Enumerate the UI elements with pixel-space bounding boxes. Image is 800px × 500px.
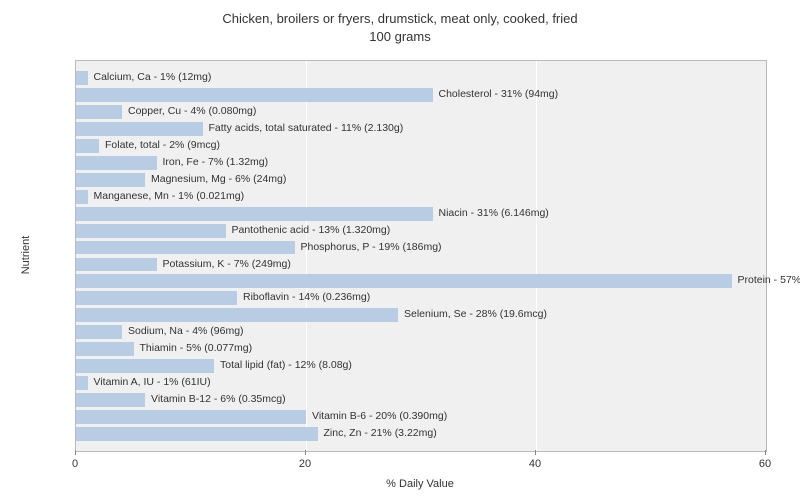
nutrient-bar-label: Folate, total - 2% (9mcg)	[101, 139, 220, 153]
nutrient-bar	[76, 224, 226, 238]
nutrient-bar-label: Manganese, Mn - 1% (0.021mg)	[90, 190, 245, 204]
nutrient-bar-label: Cholesterol - 31% (94mg)	[435, 88, 559, 102]
nutrient-bar-label: Calcium, Ca - 1% (12mg)	[90, 71, 212, 85]
x-tick-label: 60	[759, 458, 771, 470]
nutrient-bar-label: Copper, Cu - 4% (0.080mg)	[124, 105, 256, 119]
nutrient-bar	[76, 427, 318, 441]
x-tick-label: 40	[529, 458, 541, 470]
nutrient-bar	[76, 241, 295, 255]
nutrient-bar	[76, 156, 157, 170]
x-axis-label: % Daily Value	[386, 478, 454, 490]
nutrient-bar	[76, 342, 134, 356]
nutrient-bar	[76, 190, 88, 204]
nutrient-bar	[76, 376, 88, 390]
nutrient-bar-label: Potassium, K - 7% (249mg)	[159, 258, 291, 272]
x-tick-label: 0	[72, 458, 78, 470]
nutrient-bar	[76, 325, 122, 339]
nutrient-bar	[76, 410, 306, 424]
nutrient-bar	[76, 139, 99, 153]
nutrient-bar	[76, 173, 145, 187]
x-tick	[535, 450, 536, 455]
nutrient-bar-label: Total lipid (fat) - 12% (8.08g)	[216, 359, 352, 373]
grid-line	[306, 61, 307, 451]
title-line1: Chicken, broilers or fryers, drumstick, …	[222, 11, 577, 26]
nutrient-bar	[76, 258, 157, 272]
plot-area: Calcium, Ca - 1% (12mg) Cholesterol - 31%…	[75, 60, 767, 452]
nutrient-bar-label: Zinc, Zn - 21% (3.22mg)	[320, 427, 437, 441]
nutrient-bar-label: Selenium, Se - 28% (19.6mcg)	[400, 308, 547, 322]
x-tick	[765, 450, 766, 455]
nutrient-bar	[76, 393, 145, 407]
nutrient-bar	[76, 122, 203, 136]
grid-line	[536, 61, 537, 451]
nutrient-bar-label: Riboflavin - 14% (0.236mg)	[239, 291, 370, 305]
nutrient-bar	[76, 308, 398, 322]
nutrient-bar-label: Phosphorus, P - 19% (186mg)	[297, 241, 442, 255]
nutrient-bar	[76, 71, 88, 85]
x-tick	[305, 450, 306, 455]
nutrient-bar-label: Niacin - 31% (6.146mg)	[435, 207, 549, 221]
nutrient-bar-label: Pantothenic acid - 13% (1.320mg)	[228, 224, 391, 238]
nutrient-bar-label: Vitamin B-6 - 20% (0.390mg)	[308, 410, 447, 424]
nutrient-bar-label: Vitamin B-12 - 6% (0.35mcg)	[147, 393, 286, 407]
nutrient-bar-label: Magnesium, Mg - 6% (24mg)	[147, 173, 286, 187]
nutrient-bar-label: Iron, Fe - 7% (1.32mg)	[159, 156, 269, 170]
nutrient-bar	[76, 291, 237, 305]
nutrient-chart: Chicken, broilers or fryers, drumstick, …	[0, 0, 800, 500]
title-line2: 100 grams	[369, 29, 430, 44]
nutrient-bar	[76, 105, 122, 119]
chart-title: Chicken, broilers or fryers, drumstick, …	[0, 0, 800, 46]
y-axis-label: Nutrient	[20, 236, 32, 275]
x-tick-label: 20	[299, 458, 311, 470]
nutrient-bar	[76, 359, 214, 373]
nutrient-bar-label: Fatty acids, total saturated - 11% (2.13…	[205, 122, 404, 136]
nutrient-bar-label: Vitamin A, IU - 1% (61IU)	[90, 376, 211, 390]
nutrient-bar	[76, 207, 433, 221]
nutrient-bar-label: Thiamin - 5% (0.077mg)	[136, 342, 253, 356]
nutrient-bar-label: Protein - 57% (28.62g)	[734, 274, 800, 288]
nutrient-bar-label: Sodium, Na - 4% (96mg)	[124, 325, 244, 339]
x-tick	[75, 450, 76, 455]
nutrient-bar	[76, 88, 433, 102]
nutrient-bar	[76, 274, 732, 288]
